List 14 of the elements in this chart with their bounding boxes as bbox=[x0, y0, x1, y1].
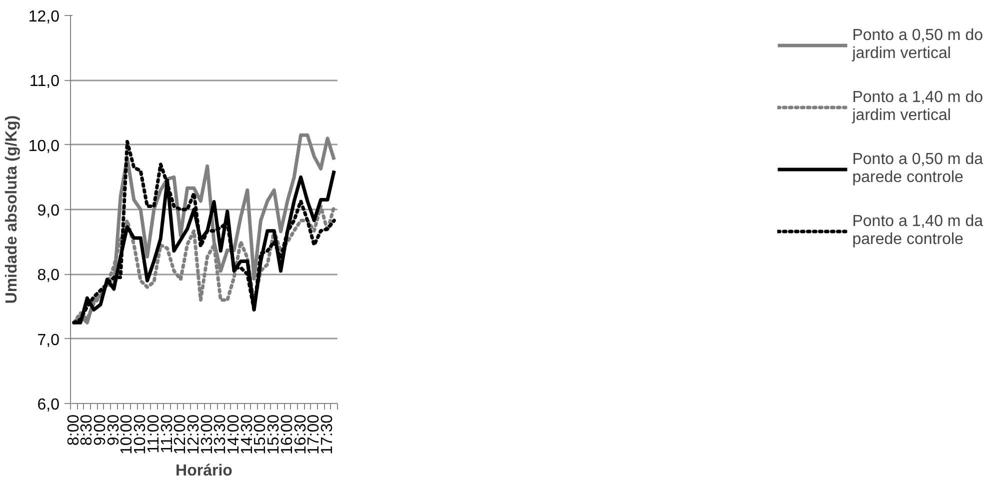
y-tick-label: 12,0 bbox=[28, 8, 60, 26]
y-tick-label: 9,0 bbox=[37, 202, 60, 220]
legend-label: Ponto a 1,40 m da parede controle bbox=[852, 212, 983, 250]
y-axis-title: Umidade absoluta (g/Kg) bbox=[3, 115, 20, 304]
y-tick-label: 8,0 bbox=[37, 267, 60, 284]
x-axis-title: Horário bbox=[176, 462, 233, 480]
y-tick-label: 10,0 bbox=[28, 138, 60, 155]
legend-label: Ponto a 0,50 m do jardim vertical bbox=[852, 26, 983, 64]
legend-label: Ponto a 0,50 m da parede controle bbox=[852, 150, 983, 188]
y-tick-label: 11,0 bbox=[30, 73, 60, 90]
y-tick-label: 6,0 bbox=[37, 396, 60, 414]
y-tick-label: 7,0 bbox=[37, 332, 60, 349]
legend-label: Ponto a 1,40 m do jardim vertical bbox=[852, 88, 983, 126]
x-tick-label: 17:30 bbox=[318, 414, 336, 455]
